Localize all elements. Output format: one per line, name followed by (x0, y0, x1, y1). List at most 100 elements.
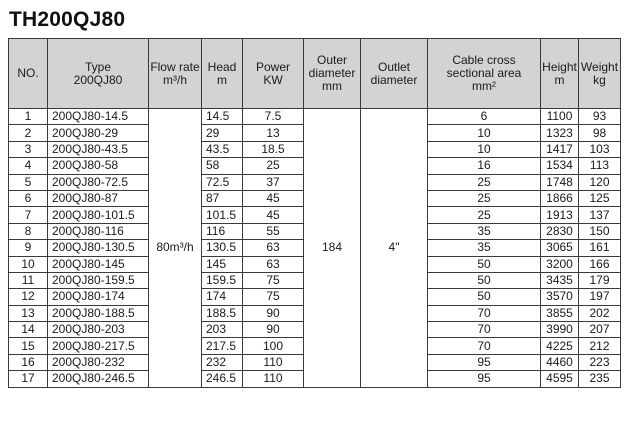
cell-weight: 197 (578, 288, 621, 306)
cell-power: 18.5 (242, 140, 304, 159)
cell-height: 4595 (540, 370, 579, 388)
cell-head: 101.5 (201, 206, 243, 224)
table-body: 1 200QJ80-14.5 80m³/h 14.5 7.5 184 4" 6 1100 93 2 2… (8, 107, 621, 388)
cell-head: 203 (201, 321, 243, 339)
page-title: TH200QJ80 (9, 8, 126, 31)
cell-cable-area: 95 (427, 370, 541, 388)
cell-head: 87 (201, 189, 243, 208)
cell-weight: 120 (578, 173, 621, 191)
cell-power: 75 (242, 288, 304, 306)
cell-type: 200QJ80-14.5 (47, 107, 149, 126)
cell-type: 200QJ80-174 (47, 288, 149, 306)
cell-head: 159.5 (201, 271, 243, 290)
header-power: Power KW (242, 38, 304, 109)
header-flow-rate: Flow rate m³/h (148, 38, 202, 109)
cell-height: 2830 (540, 222, 579, 241)
cell-height: 1866 (540, 189, 579, 208)
cell-weight: 93 (578, 107, 621, 126)
cell-height: 3855 (540, 304, 579, 323)
cell-height: 1100 (540, 107, 579, 126)
cell-weight: 98 (578, 124, 621, 142)
cell-power: 90 (242, 321, 304, 339)
cell-height: 3065 (540, 239, 579, 257)
cell-type: 200QJ80-217.5 (47, 337, 149, 355)
cell-type: 200QJ80-145 (47, 255, 149, 273)
header-outlet-diameter: Outlet diameter (360, 38, 428, 109)
cell-cable-area: 25 (427, 206, 541, 224)
cell-weight: 113 (578, 157, 621, 175)
cell-weight: 103 (578, 140, 621, 159)
cell-type: 200QJ80-130.5 (47, 239, 149, 257)
cell-cable-area: 35 (427, 239, 541, 257)
cell-height: 1323 (540, 124, 579, 142)
cell-height: 1748 (540, 173, 579, 191)
cell-type: 200QJ80-72.5 (47, 173, 149, 191)
cell-head: 145 (201, 255, 243, 273)
cell-cable-area: 70 (427, 304, 541, 323)
cell-no: 16 (8, 353, 48, 372)
cell-no: 12 (8, 288, 48, 306)
cell-type: 200QJ80-87 (47, 189, 149, 208)
cell-head: 43.5 (201, 140, 243, 159)
cell-head: 72.5 (201, 173, 243, 191)
cell-cable-area: 25 (427, 173, 541, 191)
cell-no: 7 (8, 206, 48, 224)
cell-power: 110 (242, 353, 304, 372)
cell-power: 45 (242, 206, 304, 224)
cell-no: 3 (8, 140, 48, 159)
cell-weight: 212 (578, 337, 621, 355)
cell-cable-area: 10 (427, 124, 541, 142)
header-type: Type 200QJ80 (47, 38, 149, 109)
cell-no: 17 (8, 370, 48, 388)
cell-power: 13 (242, 124, 304, 142)
cell-cable-area: 70 (427, 321, 541, 339)
cell-weight: 207 (578, 321, 621, 339)
cell-weight: 125 (578, 189, 621, 208)
cell-cable-area: 50 (427, 288, 541, 306)
cell-no: 2 (8, 124, 48, 142)
cell-no: 13 (8, 304, 48, 323)
cell-no: 4 (8, 157, 48, 175)
cell-cable-area: 35 (427, 222, 541, 241)
cell-weight: 179 (578, 271, 621, 290)
cell-power: 37 (242, 173, 304, 191)
cell-weight: 166 (578, 255, 621, 273)
table-row: 13 200QJ80-188.5 188.5 90 70 3855 202 (8, 304, 621, 323)
cell-flow-rate: 80m³/h (148, 108, 202, 388)
cell-type: 200QJ80-188.5 (47, 304, 149, 323)
cell-head: 29 (201, 124, 243, 142)
cell-no: 10 (8, 255, 48, 273)
cell-height: 1417 (540, 140, 579, 159)
header-no: NO. (8, 38, 48, 109)
cell-type: 200QJ80-29 (47, 124, 149, 142)
cell-head: 188.5 (201, 304, 243, 323)
cell-head: 116 (201, 222, 243, 241)
cell-outlet-diameter: 4" (360, 108, 428, 388)
specification-table: NO. Type 200QJ80 Flow rate m³/h Head m Powe… (8, 38, 621, 388)
cell-power: 25 (242, 157, 304, 175)
cell-head: 14.5 (201, 107, 243, 126)
cell-height: 4460 (540, 353, 579, 372)
header-weight: Weight kg (578, 38, 621, 109)
cell-cable-area: 50 (427, 271, 541, 290)
header-head: Head m (201, 38, 243, 109)
cell-type: 200QJ80-116 (47, 222, 149, 241)
cell-no: 11 (8, 271, 48, 290)
cell-power: 75 (242, 271, 304, 290)
cell-no: 9 (8, 239, 48, 257)
cell-power: 90 (242, 304, 304, 323)
cell-no: 1 (8, 107, 48, 126)
cell-type: 200QJ80-101.5 (47, 206, 149, 224)
cell-weight: 235 (578, 370, 621, 388)
cell-type: 200QJ80-159.5 (47, 271, 149, 290)
cell-type: 200QJ80-43.5 (47, 140, 149, 159)
cell-power: 45 (242, 189, 304, 208)
cell-no: 14 (8, 321, 48, 339)
cell-cable-area: 10 (427, 140, 541, 159)
cell-head: 246.5 (201, 370, 243, 388)
cell-height: 3435 (540, 271, 579, 290)
header-row: NO. Type 200QJ80 Flow rate m³/h Head m Powe… (8, 38, 621, 109)
header-height: Height m (540, 38, 579, 109)
cell-weight: 161 (578, 239, 621, 257)
table-row: 17 200QJ80-246.5 246.5 110 95 4595 235 (8, 370, 621, 388)
